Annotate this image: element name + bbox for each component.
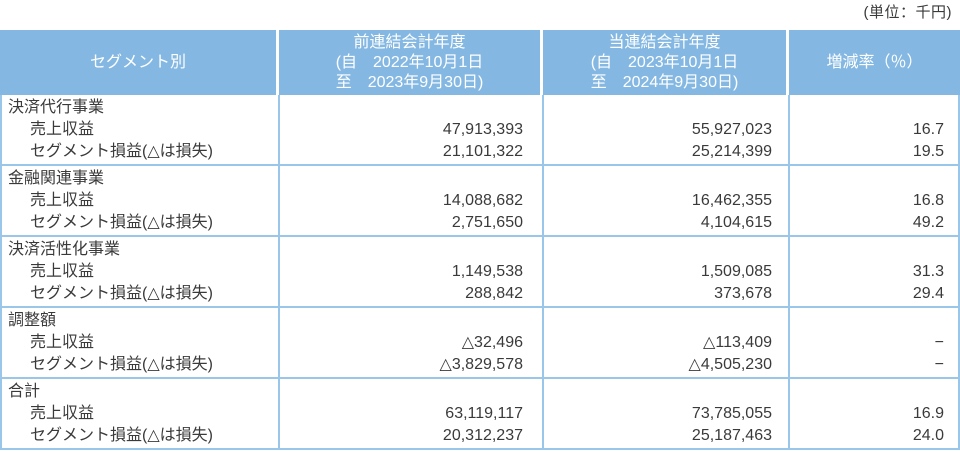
revenue-change: 16.9 [912,405,944,422]
table-header-row: セグメント別 前連結会計年度 (自 2022年10月1日 至 2023年9月30… [0,30,960,95]
profit-prev: 288,842 [465,285,523,302]
profit-curr: 25,214,399 [691,143,772,160]
profit-prev: △3,829,578 [439,356,523,373]
revenue-change: 16.8 [912,192,944,209]
col-header-prev-fiscal-year: 前連結会計年度 (自 2022年10月1日 至 2023年9月30日) [276,30,540,95]
col-header-segment: セグメント別 [0,30,276,95]
segment-results-table: セグメント別 前連結会計年度 (自 2022年10月1日 至 2023年9月30… [0,30,960,450]
prev-year-from: (自 2022年10月1日 [335,53,484,71]
revenue-change: 31.3 [912,263,944,280]
profit-curr: 25,187,463 [691,427,772,444]
row-label-profit: セグメント損益(△は損失) [30,285,213,302]
profit-change: 29.4 [912,285,944,302]
revenue-curr: 73,785,055 [691,405,772,422]
revenue-curr: 55,927,023 [691,121,772,138]
group-name: 決済代行事業 [8,99,105,116]
profit-change: 49.2 [912,214,944,231]
unit-label: (単位：千円) [863,4,952,21]
profit-curr: 4,104,615 [700,214,772,231]
profit-curr: △4,505,230 [688,356,772,373]
group-name: 金融関連事業 [8,170,105,187]
prev-year-to: 至 2023年9月30日) [335,73,484,91]
curr-year-from: (自 2023年10月1日 [590,53,739,71]
revenue-prev: 63,119,117 [445,405,523,422]
row-label-revenue: 売上収益 [30,405,95,422]
table-row-group-total: 合計 売上収益 セグメント損益(△は損失) 63,119,117 20,312,… [2,379,958,450]
row-label-revenue: 売上収益 [30,334,95,351]
revenue-prev: 47,913,393 [442,121,523,138]
group-name: 決済活性化事業 [8,241,121,258]
revenue-prev: △32,496 [461,334,523,351]
revenue-curr: 16,462,355 [691,192,772,209]
profit-prev: 2,751,650 [451,214,523,231]
table-row-group-payment-agency: 決済代行事業 売上収益 セグメント損益(△は損失) 47,913,393 21,… [2,95,958,166]
revenue-change: 16.7 [912,121,944,138]
curr-year-title: 当連結会計年度 [608,33,721,51]
table-body: 決済代行事業 売上収益 セグメント損益(△は損失) 47,913,393 21,… [0,95,960,450]
table-row-group-adjustments: 調整額 売上収益 セグメント損益(△は損失) △32,496 △3,829,57… [2,308,958,379]
profit-prev: 21,101,322 [442,143,523,160]
profit-change: 19.5 [912,143,944,160]
profit-change: 24.0 [912,427,944,444]
group-name: 調整額 [8,312,57,329]
table-row-group-payment-activation: 決済活性化事業 売上収益 セグメント損益(△は損失) 1,149,538 288… [2,237,958,308]
row-label-revenue: 売上収益 [30,263,95,280]
prev-year-title: 前連結会計年度 [353,33,466,51]
row-label-profit: セグメント損益(△は損失) [30,143,213,160]
row-label-profit: セグメント損益(△は損失) [30,356,213,373]
profit-curr: 373,678 [714,285,772,302]
revenue-prev: 14,088,682 [442,192,523,209]
row-label-revenue: 売上収益 [30,121,95,138]
curr-year-to: 至 2024年9月30日) [590,73,739,91]
col-header-change-rate: 増減率（％） [786,30,960,95]
row-label-revenue: 売上収益 [30,192,95,209]
revenue-curr: △113,409 [703,334,772,351]
revenue-prev: 1,149,538 [451,263,523,280]
group-name: 合計 [8,383,41,400]
revenue-curr: 1,509,085 [700,263,772,280]
col-header-curr-fiscal-year: 当連結会計年度 (自 2023年10月1日 至 2024年9月30日) [540,30,786,95]
row-label-profit: セグメント損益(△は損失) [30,214,213,231]
revenue-change: − [934,334,944,351]
row-label-profit: セグメント損益(△は損失) [30,427,213,444]
table-row-group-finance-related: 金融関連事業 売上収益 セグメント損益(△は損失) 14,088,682 2,7… [2,166,958,237]
profit-change: − [934,356,944,373]
profit-prev: 20,312,237 [442,427,523,444]
